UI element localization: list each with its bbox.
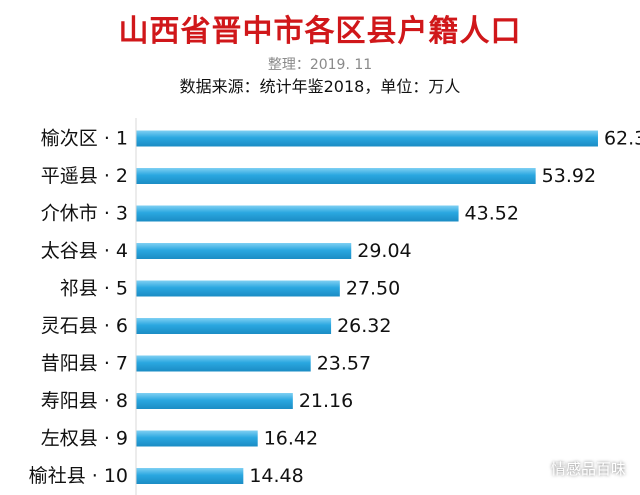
bar xyxy=(136,318,332,334)
bar xyxy=(136,468,244,484)
bar xyxy=(136,355,311,372)
category-label: 昔阳县 · 7 xyxy=(41,353,128,375)
value-label: 53.92 xyxy=(542,165,596,187)
category-label: 寿阳县 · 8 xyxy=(41,390,128,412)
chart-subtitle: 整理：2019. 11 xyxy=(267,57,373,73)
value-label: 14.48 xyxy=(249,465,303,487)
category-label: 祁县 · 5 xyxy=(60,278,128,300)
data-source-note: 数据来源：统计年鉴2018，单位：万人 xyxy=(179,77,461,96)
value-label: 26.32 xyxy=(337,315,391,337)
watermark-text: 情感品百味 xyxy=(550,460,626,478)
category-label: 榆次区 · 1 xyxy=(41,128,128,150)
category-label: 左权县 · 9 xyxy=(41,428,128,450)
value-label: 43.52 xyxy=(465,203,519,225)
value-label: 29.04 xyxy=(357,240,411,262)
wechat-icon xyxy=(527,461,547,476)
bar xyxy=(136,168,536,184)
bar xyxy=(136,243,352,259)
bar xyxy=(136,130,598,147)
category-label: 太谷县 · 4 xyxy=(41,240,128,262)
value-label: 21.16 xyxy=(299,390,353,412)
category-label: 榆社县 · 10 xyxy=(29,465,128,487)
watermark: 情感品百味 xyxy=(527,458,626,479)
value-label: 16.42 xyxy=(264,428,318,450)
value-label: 23.57 xyxy=(317,353,371,375)
bar xyxy=(136,280,340,297)
category-label: 灵石县 · 6 xyxy=(41,315,128,337)
category-label: 平遥县 · 2 xyxy=(41,165,128,187)
bar xyxy=(136,393,293,409)
bar xyxy=(136,205,459,222)
value-label: 62.33 xyxy=(604,128,640,150)
value-label: 27.50 xyxy=(346,278,400,300)
category-label: 介休市 · 3 xyxy=(41,203,128,225)
bar xyxy=(136,430,258,447)
chart-title: 山西省晋中市各区县户籍人口 xyxy=(118,14,522,49)
